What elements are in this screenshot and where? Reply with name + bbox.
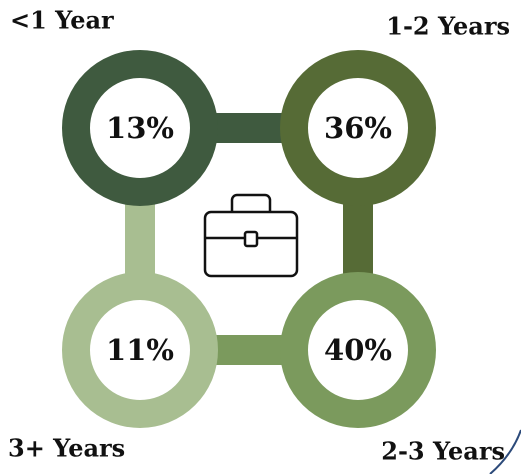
value-label: 40% [324, 333, 392, 367]
value-label: 13% [106, 111, 174, 145]
ring [62, 50, 218, 206]
ring [62, 272, 218, 428]
category-label: 2-3 Years [381, 437, 505, 466]
rings: 13% <1 Year 36% 1-2 Years 40% 2-3 Years 11% 3+ … [8, 6, 510, 466]
category-label: <1 Year [10, 6, 114, 35]
value-label: 36% [324, 111, 392, 145]
value-label: 11% [106, 333, 174, 367]
ring [280, 272, 436, 428]
corner-decoration [489, 429, 521, 474]
category-label: 1-2 Years [386, 12, 510, 41]
ring [280, 50, 436, 206]
category-label: 3+ Years [8, 434, 125, 463]
briefcase-icon [203, 193, 299, 278]
